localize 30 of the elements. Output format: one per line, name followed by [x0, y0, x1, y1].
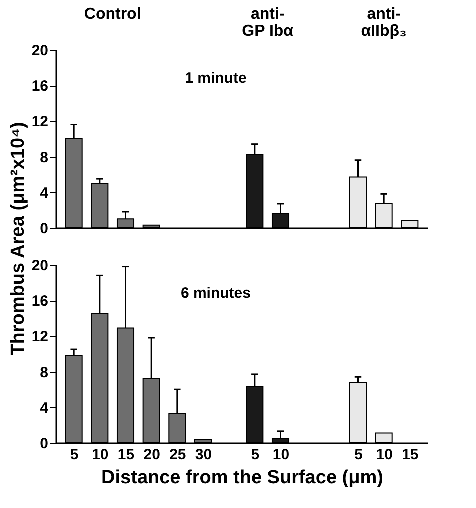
annotation: 6 minutes: [180, 285, 251, 302]
y-tick-label: 4: [40, 184, 50, 202]
y-axis-title: Thrombus Area (μm²x10⁴): [8, 122, 29, 356]
y-tick-label: 16: [32, 78, 48, 96]
x-tick-label: 15: [118, 446, 135, 464]
text: anti- αIIbβ₃: [361, 6, 407, 40]
y-tick-label: 12: [32, 328, 48, 346]
x-tick-label: 5: [251, 446, 260, 464]
x-tick-label: 5: [354, 446, 363, 464]
y-tick-label: 16: [32, 293, 48, 310]
y-tick-label: 12: [32, 114, 48, 131]
x-tick-label: 30: [195, 446, 212, 464]
x-axis-title: Distance from the Surface (μm): [102, 468, 384, 488]
x-tick-label: 25: [170, 446, 186, 464]
y-tick-label: 20: [32, 258, 48, 274]
x-tick-label: 15: [402, 446, 419, 464]
y-tick-label: 0: [40, 436, 48, 452]
text: Control: [84, 6, 142, 23]
annotation: 1 minute: [185, 70, 247, 87]
x-tick-label: 5: [70, 446, 79, 464]
x-tick-label: 10: [272, 446, 290, 464]
y-tick-label: 4: [40, 400, 50, 417]
y-tick-label: 20: [32, 42, 48, 60]
y-tick-label: 8: [40, 364, 48, 382]
text: anti- GP Ibα: [242, 6, 294, 40]
y-tick-label: 8: [40, 149, 48, 166]
x-tick-label: 10: [92, 446, 109, 464]
x-tick-label: 20: [144, 446, 160, 464]
x-tick-label: 10: [376, 446, 393, 464]
y-tick-label: 0: [40, 220, 48, 238]
